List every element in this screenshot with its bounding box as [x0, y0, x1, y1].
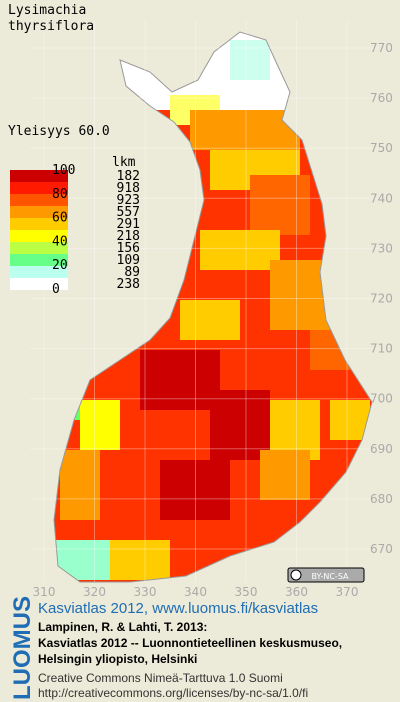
license: http://creativecommons.org/licenses/by-n… — [38, 686, 308, 700]
northing-label: 670 — [370, 542, 393, 556]
legend-count: 291 — [117, 217, 140, 232]
easting-label: 370 — [336, 585, 359, 599]
legend-header: lkm — [112, 155, 136, 170]
legend-scale: 60 — [52, 211, 68, 226]
northing-label: 720 — [370, 292, 393, 306]
legend-count: 109 — [117, 253, 140, 268]
frequency: Yleisyys 60.0 — [8, 124, 110, 139]
legend-scale: 20 — [52, 258, 68, 273]
citation: Helsingin yliopisto, Helsinki — [38, 652, 197, 666]
legend-swatch — [10, 170, 68, 182]
legend-swatch — [10, 230, 68, 242]
easting-label: 340 — [184, 585, 207, 599]
easting-label: 350 — [235, 585, 258, 599]
easting-label: 320 — [83, 585, 106, 599]
easting-label: 330 — [134, 585, 157, 599]
legend-swatch — [10, 218, 68, 230]
easting-label: 310 — [33, 585, 56, 599]
badge-text: BY-NC-SA — [311, 572, 349, 581]
northing-label: 740 — [370, 191, 393, 205]
legend-count: 923 — [117, 193, 140, 208]
legend-count: 156 — [117, 241, 140, 256]
northing-label: 730 — [370, 241, 393, 255]
legend-scale: 0 — [52, 282, 60, 297]
atlas-link: Kasviatlas 2012, www.luomus.fi/kasviatla… — [38, 600, 318, 617]
easting-label: 360 — [285, 585, 308, 599]
species-name: thyrsiflora — [8, 19, 94, 34]
legend-swatch — [10, 278, 68, 290]
northing-label: 760 — [370, 91, 393, 105]
license-badge: BY-NC-SA — [287, 567, 365, 583]
citation: Lampinen, R. & Lahti, T. 2013: — [38, 620, 207, 634]
legend-count: 238 — [117, 277, 140, 292]
logo: LUOMUS — [9, 596, 36, 700]
legend-swatch — [10, 194, 68, 206]
northing-label: 690 — [370, 442, 393, 456]
legend-count: 557 — [117, 205, 140, 220]
northing-label: 770 — [370, 41, 393, 55]
citation: Kasviatlas 2012 -- Luonnontieteellinen k… — [38, 636, 342, 650]
legend-count: 182 — [117, 169, 140, 184]
northing-label: 750 — [370, 141, 393, 155]
northing-label: 710 — [370, 342, 393, 356]
legend-count: 918 — [117, 181, 140, 196]
legend-scale: 40 — [52, 234, 68, 249]
license: Creative Commons Nimeä-Tarttuva 1.0 Suom… — [38, 671, 283, 685]
legend-swatch — [10, 266, 68, 278]
legend-swatch — [10, 206, 68, 218]
legend-count: 218 — [117, 229, 140, 244]
legend-swatch — [10, 254, 68, 266]
legend-swatch — [10, 242, 68, 254]
legend-count: 89 — [124, 265, 140, 280]
northing-label: 680 — [370, 492, 393, 506]
legend-scale: 100 — [52, 163, 75, 178]
legend-swatch — [10, 182, 68, 194]
legend-scale: 80 — [52, 187, 68, 202]
species-name: Lysimachia — [8, 3, 86, 18]
northing-label: 700 — [370, 392, 393, 406]
